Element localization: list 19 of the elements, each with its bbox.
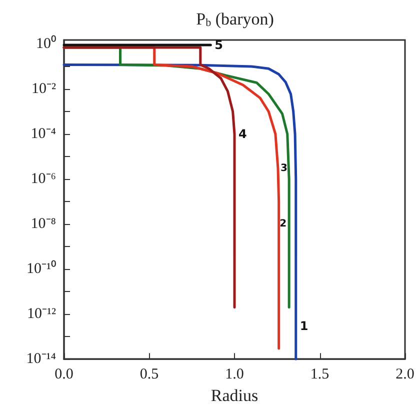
x-tick-label: 0.0 [54, 366, 74, 383]
y-tick-label: 10⁻⁴ [30, 126, 56, 142]
annotation: 2 [280, 218, 287, 230]
x-axis-title: Radius [210, 386, 258, 405]
x-tick-label: 1.5 [310, 366, 330, 383]
y-tick-label: 10⁻¹⁴ [26, 351, 56, 368]
y-tick-label: 10⁻⁶ [30, 171, 56, 188]
annotation: 1 [300, 318, 308, 333]
annotation: 5 [214, 38, 223, 52]
y-tick-label: 10⁻² [32, 80, 56, 97]
y-tick-label: 10⁻¹⁰ [26, 260, 56, 278]
y-tick-label: 10⁰ [36, 34, 56, 52]
x-tick-label: 1.0 [225, 366, 244, 383]
y-tick-label: 10⁻⁸ [30, 216, 56, 232]
annotation: 3 [280, 162, 288, 174]
y-tick-label: 10⁻¹² [27, 306, 56, 322]
annotation: 4 [238, 127, 247, 142]
x-tick-label: 2.0 [396, 366, 414, 383]
x-tick-label: 0.5 [140, 366, 159, 383]
